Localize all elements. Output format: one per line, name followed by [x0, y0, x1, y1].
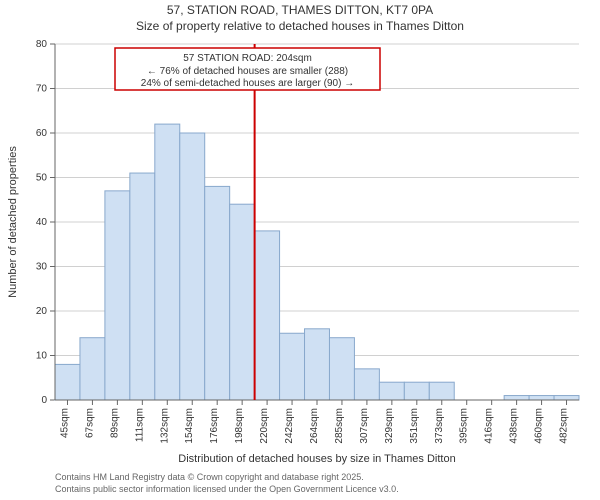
x-tick-label: 67sqm [84, 408, 95, 438]
histogram-bar [155, 124, 180, 400]
histogram-bar [130, 173, 155, 400]
x-tick-label: 307sqm [359, 408, 370, 444]
histogram-bar [105, 191, 130, 400]
x-tick-label: 482sqm [559, 408, 570, 444]
y-tick-label: 60 [36, 128, 48, 139]
chart-title-1: 57, STATION ROAD, THAMES DITTON, KT7 0PA [167, 3, 433, 17]
x-tick-label: 285sqm [334, 408, 345, 444]
histogram-bar [504, 396, 529, 400]
histogram-bar [280, 333, 305, 400]
x-axis-label: Distribution of detached houses by size … [178, 453, 455, 465]
footnote: Contains public sector information licen… [55, 484, 399, 494]
x-tick-label: 438sqm [509, 408, 520, 444]
x-tick-label: 460sqm [534, 408, 545, 444]
x-tick-label: 242sqm [284, 408, 295, 444]
histogram-bar [329, 338, 354, 400]
annotation-line: 24% of semi-detached houses are larger (… [141, 78, 354, 89]
histogram-bar [305, 329, 330, 400]
histogram-bar [404, 382, 429, 400]
x-tick-label: 416sqm [484, 408, 495, 444]
histogram-bar [379, 382, 404, 400]
y-tick-label: 0 [41, 395, 47, 406]
x-tick-label: 264sqm [309, 408, 320, 444]
annotation-line: ← 76% of detached houses are smaller (28… [147, 66, 348, 77]
y-tick-label: 30 [36, 262, 48, 273]
histogram-bar [55, 364, 80, 400]
histogram-bar [554, 396, 579, 400]
x-tick-label: 154sqm [184, 408, 195, 444]
x-tick-label: 132sqm [159, 408, 170, 444]
chart-container: { "title_line1": "57, STATION ROAD, THAM… [0, 0, 600, 500]
histogram-bar [354, 369, 379, 400]
histogram-bar [230, 204, 255, 400]
x-tick-label: 395sqm [459, 408, 470, 444]
x-tick-label: 351sqm [409, 408, 420, 444]
histogram-chart: 57, STATION ROAD, THAMES DITTON, KT7 0PA… [0, 0, 600, 500]
x-tick-label: 329sqm [384, 408, 395, 444]
x-tick-label: 45sqm [59, 408, 70, 438]
y-tick-label: 10 [36, 351, 48, 362]
chart-title-2: Size of property relative to detached ho… [136, 19, 464, 33]
x-tick-label: 220sqm [259, 408, 270, 444]
histogram-bar [180, 133, 205, 400]
histogram-bar [205, 186, 230, 400]
histogram-bar [255, 231, 280, 400]
x-tick-label: 373sqm [434, 408, 445, 444]
histogram-bar [429, 382, 454, 400]
y-tick-label: 20 [36, 306, 48, 317]
y-tick-label: 80 [36, 39, 48, 50]
x-tick-label: 89sqm [109, 408, 120, 438]
annotation-line: 57 STATION ROAD: 204sqm [183, 53, 312, 64]
x-tick-label: 176sqm [209, 408, 220, 444]
x-tick-label: 198sqm [234, 408, 245, 444]
x-tick-label: 111sqm [134, 408, 145, 442]
footnote: Contains HM Land Registry data © Crown c… [55, 472, 364, 482]
histogram-bar [80, 338, 105, 400]
y-tick-label: 40 [36, 217, 48, 228]
y-axis-label: Number of detached properties [7, 146, 19, 298]
histogram-bar [529, 396, 554, 400]
y-tick-label: 50 [36, 173, 48, 184]
y-tick-label: 70 [36, 84, 48, 95]
